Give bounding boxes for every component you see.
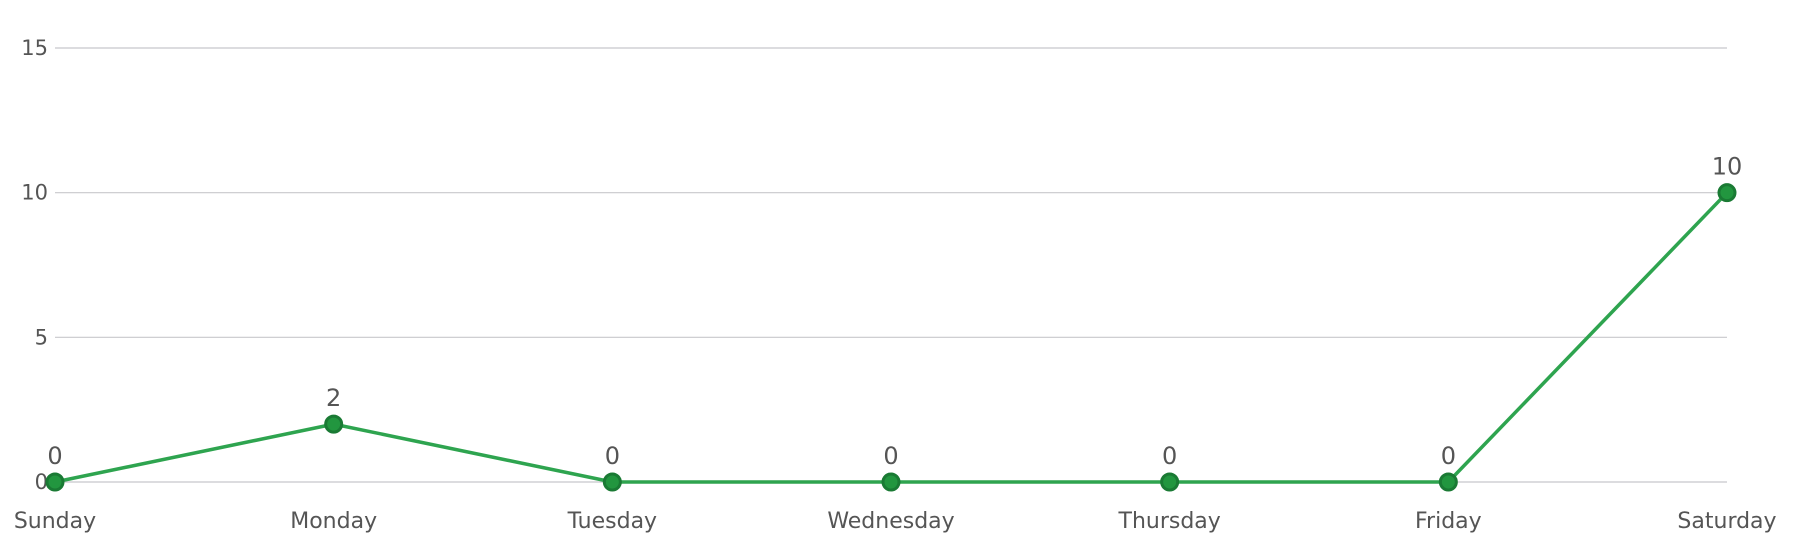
x-axis: Sunday Monday Tuesday Wednesday Thursday Frid… [14,509,1777,534]
gridlines [55,47,1727,483]
data-label: 2 [326,384,341,412]
data-label: 0 [47,442,62,470]
y-tick-label: 15 [21,36,48,60]
y-tick-label: 0 [35,470,48,494]
x-tick-label: Tuesday [567,509,658,534]
x-tick-label: Thursday [1118,509,1221,534]
x-tick-label: Monday [290,509,377,534]
y-tick-label: 5 [35,325,48,349]
data-label: 0 [1162,442,1177,470]
data-label: 0 [1441,442,1456,470]
data-point[interactable] [45,472,65,492]
data-label: 10 [1712,153,1743,181]
series [45,183,1737,492]
data-point[interactable] [1438,472,1458,492]
x-tick-label: Wednesday [827,509,954,534]
data-point[interactable] [881,472,901,492]
data-point[interactable] [1717,183,1737,203]
x-tick-label: Saturday [1677,509,1776,534]
data-point[interactable] [324,414,344,434]
y-tick-label: 10 [21,181,48,205]
data-label: 0 [883,442,898,470]
data-point[interactable] [1160,472,1180,492]
data-point[interactable] [602,472,622,492]
x-tick-label: Sunday [14,509,96,534]
y-axis: 0 5 10 15 [21,36,48,494]
x-tick-label: Friday [1415,509,1482,534]
data-label: 0 [605,442,620,470]
data-labels: 0 2 0 0 0 0 10 [47,153,1742,470]
